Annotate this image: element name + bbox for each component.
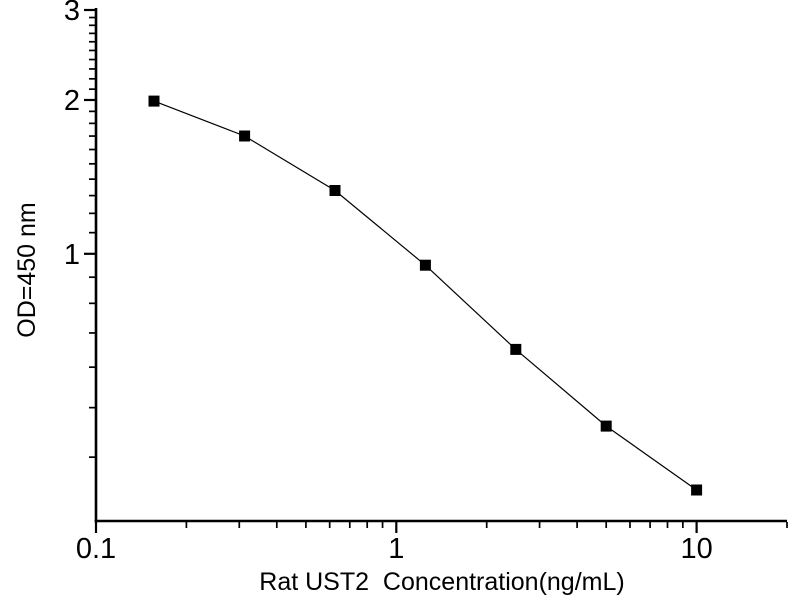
data-point-marker — [600, 420, 612, 432]
data-point-marker — [239, 130, 251, 142]
data-point-marker — [148, 95, 160, 107]
data-point-marker — [329, 185, 341, 196]
data-point-marker — [419, 259, 431, 271]
series-line — [153, 100, 697, 491]
y-tick-label: 2 — [64, 85, 80, 117]
y-tick-label: 1 — [64, 239, 80, 271]
y-axis-title: OD=450 nm — [13, 202, 41, 338]
x-axis-title: Rat UST2 Concentration(ng/mL) — [259, 568, 625, 596]
data-point-marker — [510, 343, 522, 355]
x-tick-label: 0.1 — [76, 533, 116, 565]
x-tick-label: 1 — [388, 533, 404, 565]
data-point-marker — [691, 484, 703, 496]
y-tick-label: 3 — [64, 0, 80, 27]
x-tick-label: 10 — [680, 533, 712, 565]
